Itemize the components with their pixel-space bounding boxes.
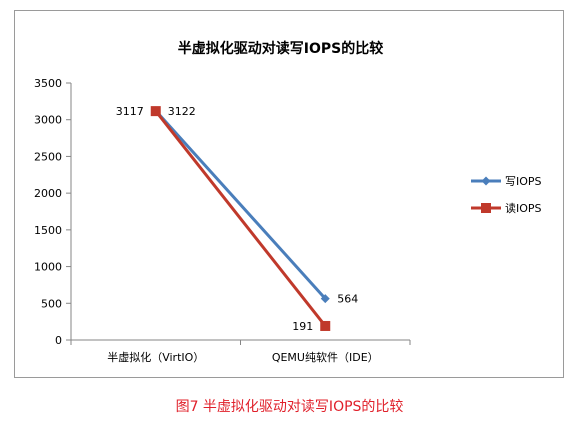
- data-label: 3122: [168, 105, 196, 118]
- legend-label: 读IOPS: [505, 201, 542, 215]
- data-label: 564: [337, 293, 358, 306]
- line-chart: 半虚拟化驱动对读写IOPS的比较 0 500 1000 1500 2000 2500 3000…: [34, 40, 542, 364]
- y-tick-label: 500: [41, 297, 62, 310]
- series-line-2: [154, 110, 327, 327]
- legend-marker: [481, 176, 491, 186]
- data-point-marker: [320, 320, 331, 331]
- x-tick-label: 半虚拟化（VirtIO）: [107, 350, 204, 364]
- x-tick-label: QEMU纯软件（IDE）: [272, 350, 379, 364]
- figure-caption: 图7 半虚拟化驱动对读写IOPS的比较: [175, 399, 404, 415]
- y-tick-label: 0: [55, 334, 62, 347]
- y-tick-label: 1000: [34, 261, 62, 274]
- y-tick-label: 3000: [34, 114, 62, 127]
- chart-area: 半虚拟化驱动对读写IOPS的比较 0 500 1000 1500 2000 2500 3000…: [14, 10, 564, 378]
- legend-label: 写IOPS: [505, 175, 542, 188]
- y-tick-label: 1500: [34, 224, 62, 237]
- y-tick-label: 2000: [34, 187, 62, 200]
- chart-title: 半虚拟化驱动对读写IOPS的比较: [178, 40, 383, 57]
- data-label: 191: [292, 320, 313, 333]
- data-point-marker: [320, 294, 330, 304]
- y-tick-label: 3500: [34, 77, 62, 90]
- data-point-marker: [150, 106, 161, 117]
- series-line-1: [154, 109, 327, 300]
- legend-marker: [481, 203, 491, 213]
- data-label: 3117: [116, 105, 144, 118]
- y-tick-label: 2500: [34, 150, 62, 163]
